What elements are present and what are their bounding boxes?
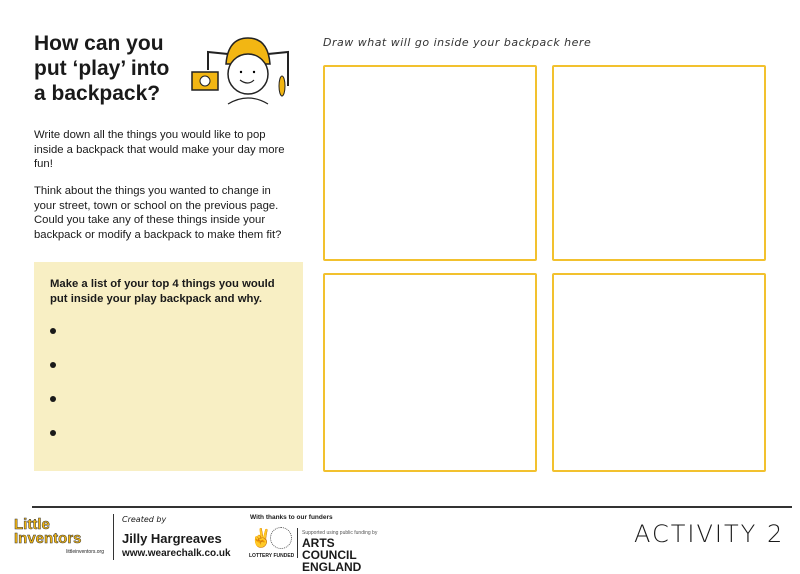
top-four-list-box: Make a list of your top 4 things you wou… [34,262,303,471]
bullet-point [50,362,56,368]
bullet-point [50,396,56,402]
drawing-panel-3[interactable] [323,273,537,472]
little-inventors-logo: Little Inventors littleinventors.org [14,514,104,562]
intro-paragraph-2: Think about the things you wanted to cha… [34,185,282,241]
bullet-point [50,430,56,436]
creator-name: Jilly Hargreaves [122,531,222,546]
list-heading: Make a list of your top 4 things you wou… [50,278,275,305]
draw-instruction: Draw what will go inside your backpack h… [323,36,592,49]
drawing-panel-1[interactable] [323,65,537,261]
funders-separator [297,528,298,558]
logo-url: littleinventors.org [66,549,104,555]
logo-text: Little Inventors [14,516,82,547]
footer-divider [32,506,792,508]
page-title: How can you put ‘play’ into a backpack? [34,32,170,105]
drawing-panel-2[interactable] [552,65,766,261]
activity-number: ACTIVITY 2 [634,520,785,548]
creator-link[interactable]: www.wearechalk.co.uk [122,548,231,559]
inventor-illustration-icon [191,37,289,105]
arts-support-label: Supported using public funding by [302,530,378,536]
lottery-fingers-icon: ✌ [250,528,273,548]
bullet-point [50,328,56,334]
drawing-panel-4[interactable] [552,273,766,472]
footer-separator [113,514,114,560]
intro-paragraph-1: Write down all the things you would like… [34,129,285,170]
lottery-funded-label: LOTTERY FUNDED [249,553,295,559]
arts-council-logo: ARTS COUNCIL ENGLAND [302,536,362,574]
created-by-label: Created by [122,515,167,524]
funders-label: With thanks to our funders [250,514,333,521]
arts-council-seal-icon [270,527,292,549]
